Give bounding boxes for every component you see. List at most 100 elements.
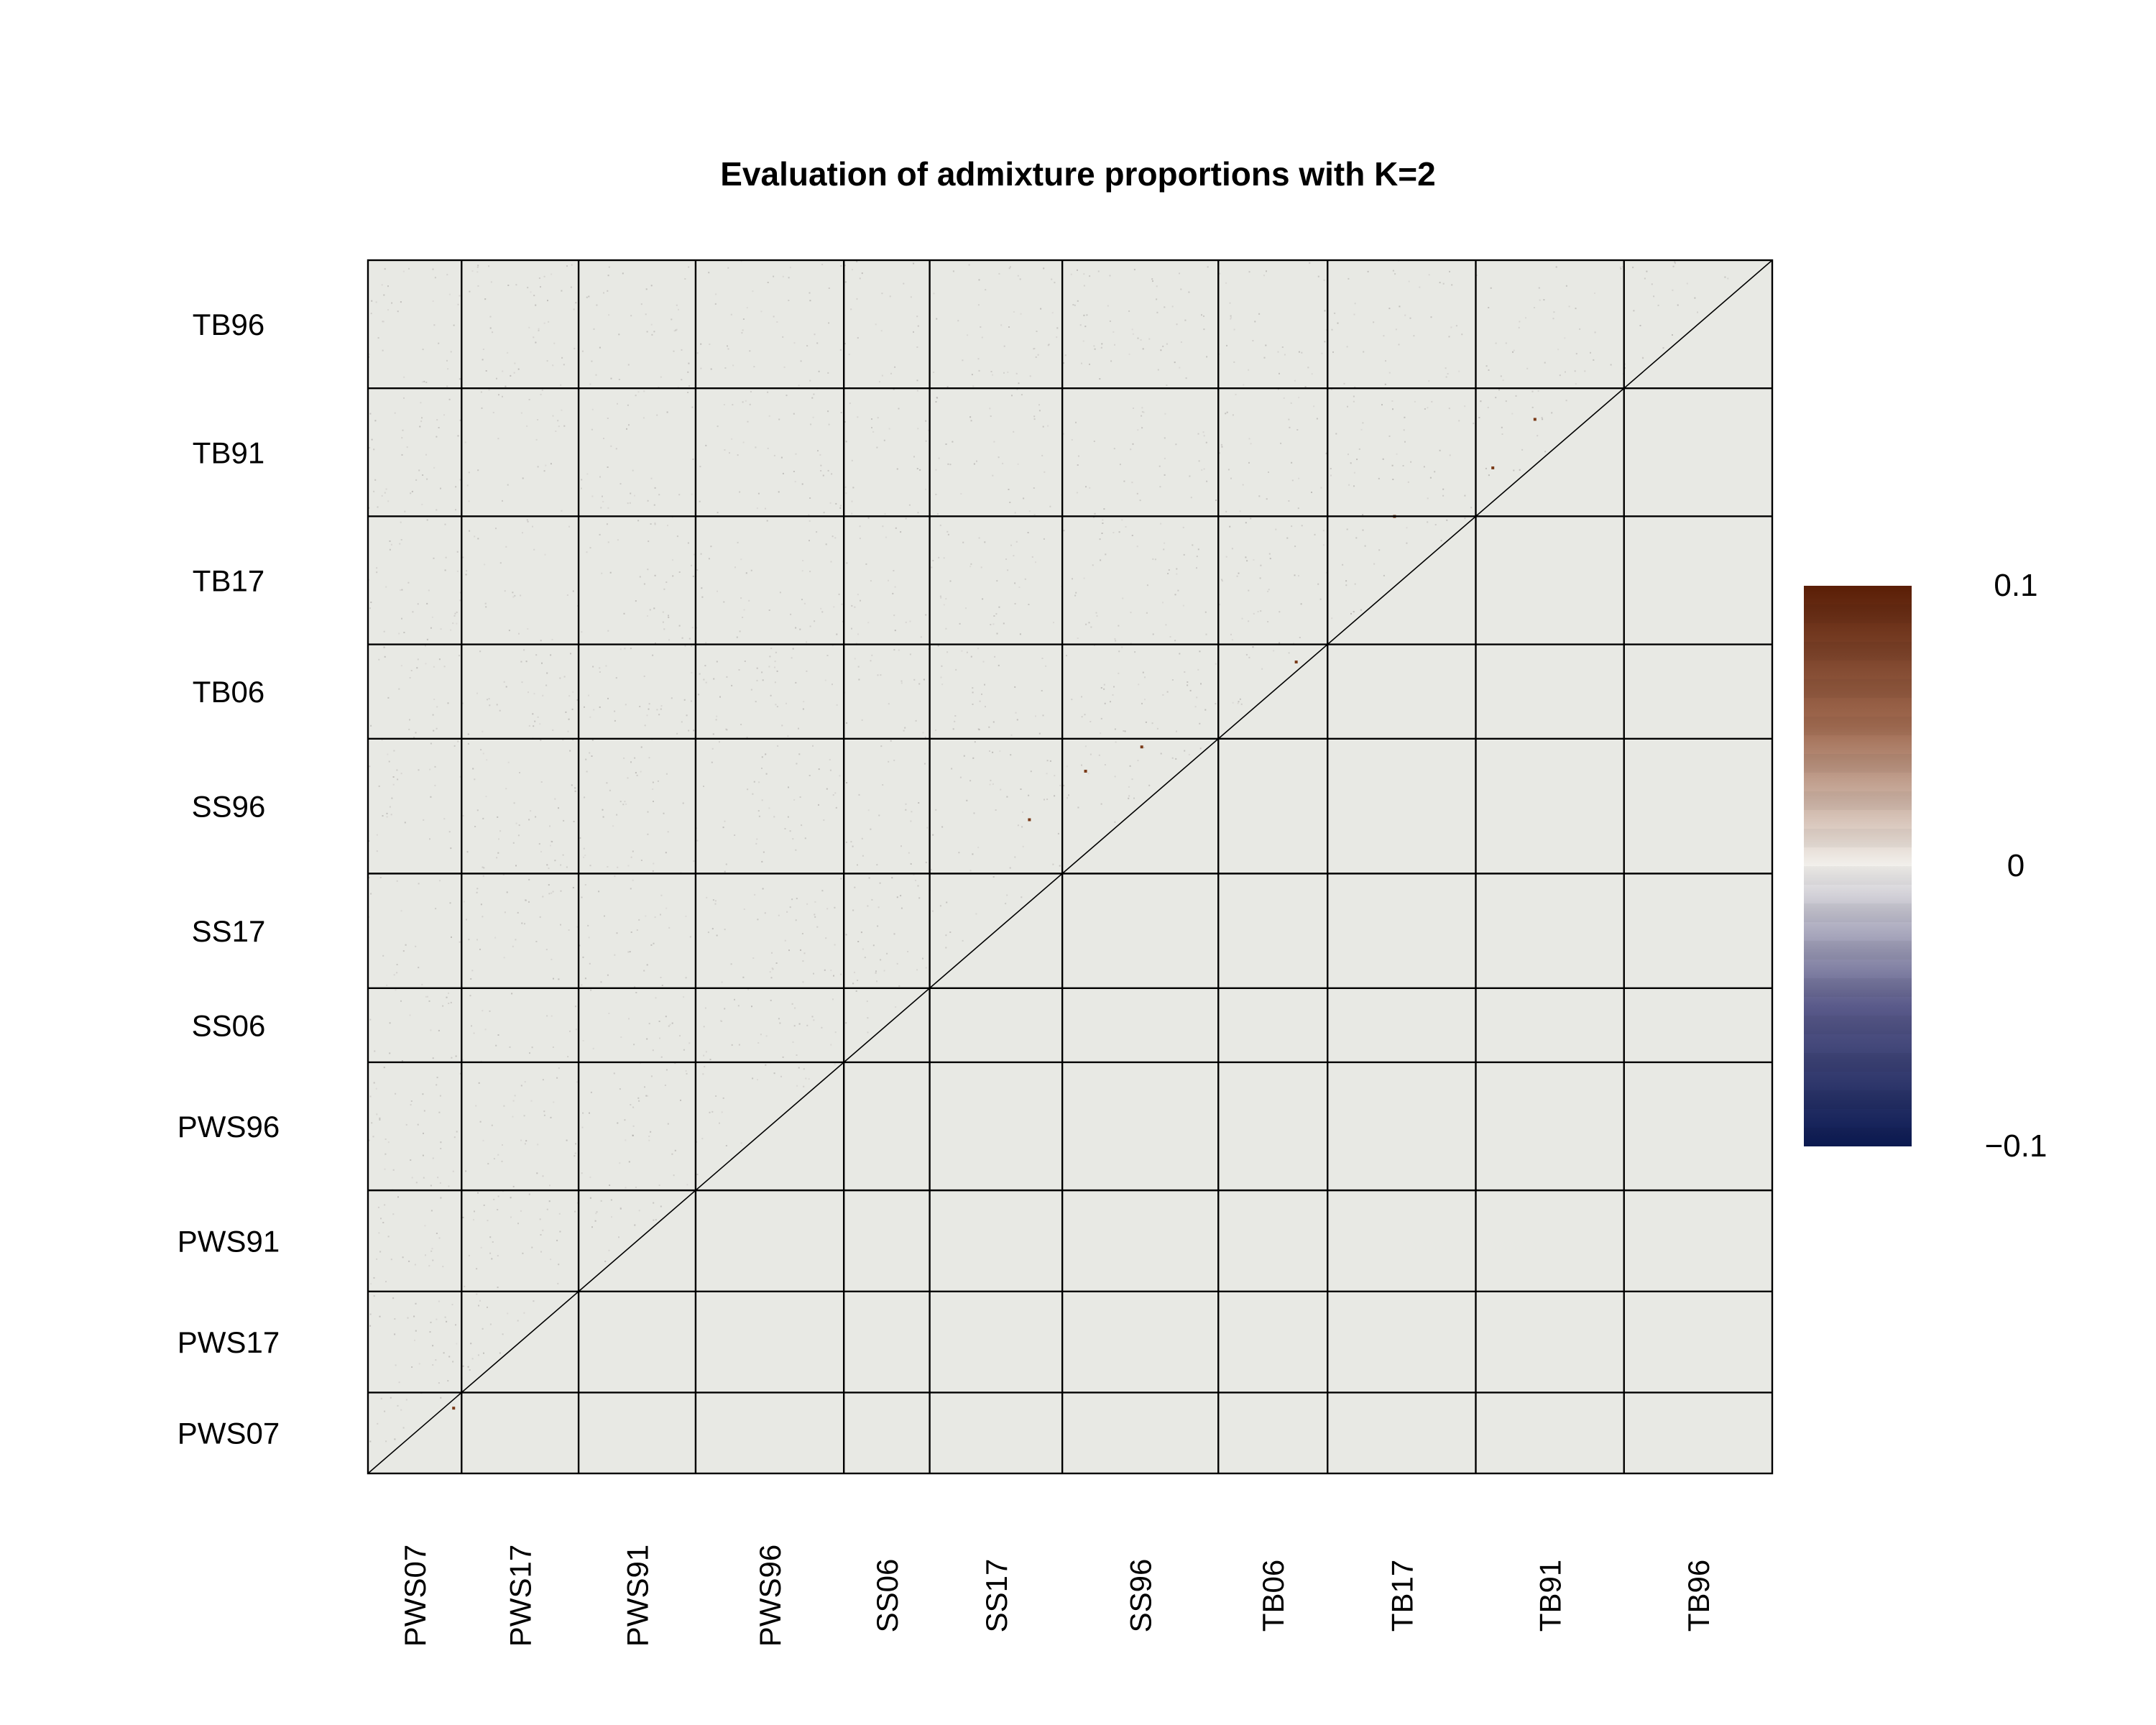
noise-dot (452, 1361, 454, 1363)
noise-dot (648, 708, 650, 710)
noise-dot (1077, 638, 1079, 639)
noise-dot (947, 533, 949, 535)
noise-dot (553, 978, 554, 980)
noise-dot (905, 809, 907, 811)
noise-dot (745, 400, 747, 402)
noise-dot (1130, 612, 1132, 614)
noise-dot (377, 1206, 379, 1208)
noise-dot (668, 639, 670, 641)
noise-dot (380, 1218, 382, 1220)
noise-dot (700, 367, 702, 369)
noise-dot (859, 277, 861, 280)
noise-dot (772, 968, 774, 970)
noise-dot (782, 472, 784, 474)
noise-dot (835, 806, 837, 809)
noise-dot (404, 510, 406, 512)
noise-dot (558, 1213, 561, 1215)
noise-dot (1245, 556, 1247, 558)
noise-dot (400, 773, 402, 775)
noise-dot (1197, 433, 1199, 435)
noise-dot (1266, 270, 1267, 272)
noise-dot (373, 490, 375, 492)
noise-dot (1356, 459, 1358, 461)
noise-dot (554, 860, 556, 862)
noise-dot (769, 971, 771, 973)
noise-dot (497, 1255, 499, 1257)
noise-dot (806, 641, 808, 643)
noise-dot (1028, 794, 1030, 796)
noise-dot (459, 776, 461, 778)
noise-dot (646, 1038, 648, 1040)
outlier-dot (1140, 745, 1143, 749)
noise-dot (640, 303, 642, 305)
noise-dot (1176, 730, 1177, 732)
noise-dot (582, 1112, 584, 1114)
noise-dot (1041, 454, 1044, 456)
noise-dot (1008, 489, 1010, 490)
noise-dot (1003, 372, 1005, 374)
noise-dot (814, 620, 816, 622)
noise-dot (383, 294, 385, 296)
noise-dot (834, 792, 837, 794)
noise-dot (384, 492, 386, 494)
noise-dot (646, 964, 648, 966)
noise-dot (1112, 694, 1114, 696)
noise-dot (1115, 640, 1117, 642)
noise-dot (615, 677, 617, 679)
noise-dot (795, 453, 797, 455)
noise-dot (1057, 832, 1059, 834)
noise-dot (370, 602, 372, 603)
noise-dot (382, 1222, 384, 1223)
noise-dot (1156, 311, 1158, 313)
noise-dot (1132, 333, 1134, 335)
noise-dot (574, 787, 576, 789)
noise-dot (857, 337, 859, 339)
noise-dot (1403, 429, 1405, 431)
noise-dot (998, 456, 1000, 459)
noise-dot (660, 977, 662, 978)
noise-dot (588, 295, 590, 298)
noise-dot (946, 530, 949, 533)
noise-dot (1114, 821, 1116, 823)
noise-dot (647, 811, 649, 813)
noise-dot (650, 323, 653, 326)
noise-dot (489, 316, 492, 318)
noise-dot (704, 1066, 706, 1067)
noise-dot (405, 944, 407, 946)
noise-dot (1010, 754, 1012, 756)
noise-dot (477, 264, 479, 267)
noise-dot (542, 694, 544, 696)
noise-dot (517, 834, 520, 837)
noise-dot (1201, 314, 1202, 316)
noise-dot (1575, 353, 1577, 355)
noise-dot (528, 819, 530, 821)
noise-dot (691, 493, 693, 495)
noise-dot (647, 833, 649, 835)
noise-dot (1138, 684, 1140, 686)
noise-dot (528, 399, 530, 400)
noise-dot (740, 597, 742, 599)
noise-dot (771, 967, 773, 970)
noise-dot (990, 415, 992, 417)
noise-dot (497, 816, 499, 818)
noise-dot (1399, 305, 1401, 308)
noise-dot (980, 566, 982, 569)
noise-dot (1501, 433, 1503, 435)
noise-dot (808, 292, 811, 294)
noise-dot (1525, 317, 1526, 319)
noise-dot (419, 426, 421, 428)
noise-dot (381, 284, 383, 286)
noise-dot (599, 706, 601, 708)
noise-dot (689, 936, 691, 938)
noise-dot (1236, 575, 1238, 577)
noise-dot (1003, 622, 1005, 625)
noise-dot (1072, 304, 1074, 305)
noise-dot (620, 1036, 622, 1038)
noise-dot (1464, 494, 1466, 497)
noise-dot (1674, 261, 1676, 263)
noise-dot (1171, 757, 1174, 759)
noise-dot (1267, 590, 1269, 592)
noise-dot (1184, 750, 1186, 752)
noise-dot (1074, 304, 1076, 306)
noise-dot (836, 633, 838, 635)
